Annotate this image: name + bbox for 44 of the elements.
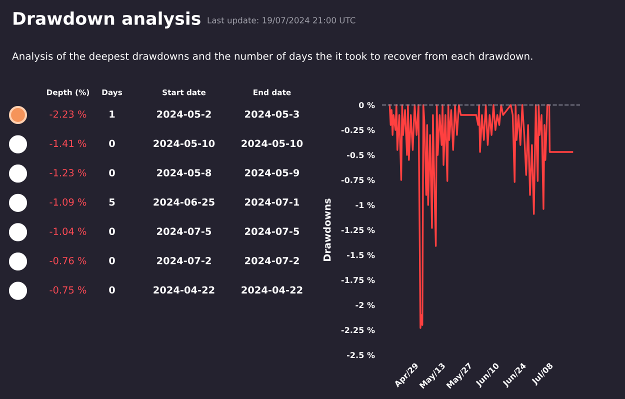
text: 2024-05-10 (154, 140, 215, 148)
text: 0 (109, 286, 115, 294)
text: Last update: 19/07/2024 21:00 UTC (208, 16, 356, 26)
y-tick-label: 0 % (358, 102, 375, 108)
text: -1.04 % (50, 228, 86, 236)
text: 2024-07-2 (245, 256, 299, 264)
text: 2024-07-5 (245, 228, 300, 236)
text: 0 (109, 140, 115, 148)
text: 2024-05-3 (245, 110, 299, 118)
y-tick-label: -1.5 % (347, 252, 375, 258)
text: -1.23 % (50, 169, 86, 176)
text: 2024-07-1 (245, 198, 300, 206)
text: 1 (110, 110, 115, 118)
text: -1.09 % (50, 198, 86, 206)
text: -2.23 % (50, 110, 86, 118)
y-tick-label: -0.5 % (347, 152, 375, 158)
text: 2024-05-9 (245, 169, 300, 176)
text: 2024-04-22 (154, 286, 214, 294)
y-tick-label: -0.25 % (341, 127, 375, 134)
text: 2024-04-22 (242, 286, 302, 294)
y-tick-label: -2 % (356, 302, 375, 308)
text: 2024-06-25 (154, 198, 214, 206)
text: Analysis of the deepest drawdowns and the number of days the it took to recover from each drawdown. (12, 52, 532, 62)
y-tick-label: -2.5 % (347, 352, 375, 358)
text: 5 (109, 198, 115, 206)
text: 2024-05-2 (157, 110, 211, 118)
text: -1.41 % (50, 140, 86, 148)
y-tick-label: -1 % (356, 202, 375, 208)
text: 2024-05-10 (242, 140, 303, 148)
text: -0.75 % (50, 286, 86, 294)
text: 0 (109, 256, 115, 264)
text: 2024-07-2 (157, 256, 211, 264)
text: 0 (109, 228, 115, 236)
line-series (388, 104, 574, 329)
y-tick-label: -1.75 % (341, 277, 375, 284)
text: 2024-05-8 (157, 169, 212, 176)
text: -0.76 % (50, 256, 86, 264)
y-tick-label: -2.25 % (341, 327, 375, 334)
y-axis-title: Drawdowns (323, 198, 331, 261)
y-tick-label: -0.75 % (341, 177, 375, 184)
text: Drawdown analysis (14, 12, 200, 28)
text: 2024-07-5 (157, 228, 212, 236)
y-tick-label: -1.25 % (341, 227, 375, 234)
text: 0 (109, 169, 115, 176)
